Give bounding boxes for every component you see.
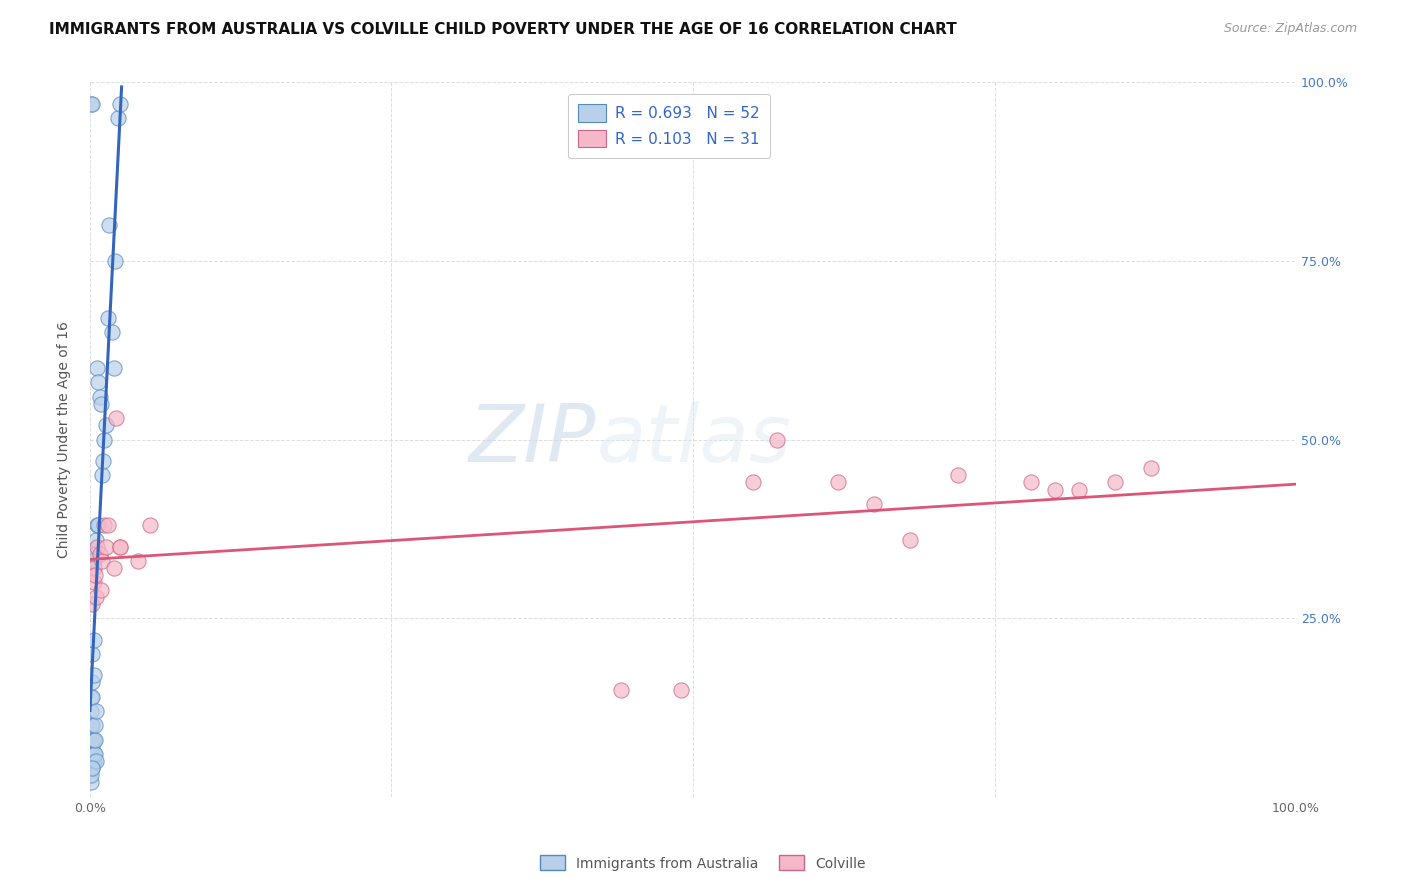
Point (83, 754, 105, 768)
Point (80, 739, 103, 754)
Point (1019, 475, 1042, 490)
Point (82, 675, 104, 690)
Text: atlas: atlas (596, 401, 792, 479)
Point (80, 718, 103, 732)
Point (86, 361, 108, 376)
Point (80, 768, 103, 782)
Point (80, 732, 103, 747)
Point (82, 96, 104, 111)
Point (108, 540, 131, 554)
Point (82, 690, 104, 704)
Point (87, 518, 110, 533)
Point (107, 111, 129, 125)
Point (127, 554, 149, 568)
Point (82, 597, 104, 611)
Point (80, 775, 103, 789)
Point (86, 518, 108, 533)
Point (91, 454, 114, 468)
Point (669, 682, 692, 697)
Point (91, 554, 114, 568)
Point (83, 732, 105, 747)
Point (83, 668, 105, 682)
Point (84, 704, 107, 718)
Point (83, 747, 105, 761)
Point (1043, 483, 1066, 497)
Legend: R = 0.693   N = 52, R = 0.103   N = 31: R = 0.693 N = 52, R = 0.103 N = 31 (568, 94, 770, 158)
Point (98, 219, 121, 233)
Point (898, 533, 921, 547)
Point (766, 433, 789, 447)
Point (83, 747, 105, 761)
Point (83, 554, 105, 568)
Point (97, 518, 120, 533)
Point (82, 754, 104, 768)
Point (93, 518, 115, 533)
Point (80, 704, 103, 718)
Point (82, 554, 104, 568)
Point (827, 475, 849, 490)
Point (89, 547, 111, 561)
Point (1067, 483, 1090, 497)
Point (83, 547, 105, 561)
Point (82, 647, 104, 661)
Point (94, 418, 117, 433)
Point (742, 475, 765, 490)
Point (108, 540, 131, 554)
Point (1140, 461, 1163, 475)
Point (83, 561, 105, 575)
Point (80, 747, 103, 761)
Point (103, 361, 125, 376)
Point (83, 718, 105, 732)
Point (90, 397, 112, 411)
Point (80, 554, 103, 568)
Point (97, 311, 120, 326)
Point (84, 754, 107, 768)
Text: ZIP: ZIP (470, 401, 596, 479)
Text: IMMIGRANTS FROM AUSTRALIA VS COLVILLE CHILD POVERTY UNDER THE AGE OF 16 CORRELAT: IMMIGRANTS FROM AUSTRALIA VS COLVILLE CH… (49, 22, 957, 37)
Point (1104, 475, 1126, 490)
Point (93, 433, 115, 447)
Point (82, 761, 104, 775)
Point (91, 468, 114, 483)
Point (82, 718, 104, 732)
Point (90, 582, 112, 597)
Point (104, 254, 127, 268)
Point (139, 518, 162, 533)
Point (86, 540, 108, 554)
Point (94, 540, 117, 554)
Point (87, 376, 110, 390)
Legend: Immigrants from Australia, Colville: Immigrants from Australia, Colville (534, 850, 872, 876)
Point (83, 568, 105, 582)
Point (80, 96, 103, 111)
Point (82, 732, 104, 747)
Point (80, 754, 103, 768)
Point (103, 561, 125, 575)
Point (82, 739, 104, 754)
Point (83, 575, 105, 590)
Point (82, 761, 104, 775)
Point (863, 497, 886, 511)
Point (609, 682, 631, 697)
Text: Source: ZipAtlas.com: Source: ZipAtlas.com (1223, 22, 1357, 36)
Point (83, 732, 105, 747)
Point (89, 390, 111, 404)
Point (108, 96, 131, 111)
Point (84, 533, 107, 547)
Y-axis label: Child Poverty Under the Age of 16: Child Poverty Under the Age of 16 (58, 321, 72, 558)
Point (84, 590, 107, 604)
Point (105, 411, 128, 425)
Point (80, 690, 103, 704)
Point (100, 326, 122, 340)
Point (83, 632, 105, 647)
Point (948, 468, 970, 483)
